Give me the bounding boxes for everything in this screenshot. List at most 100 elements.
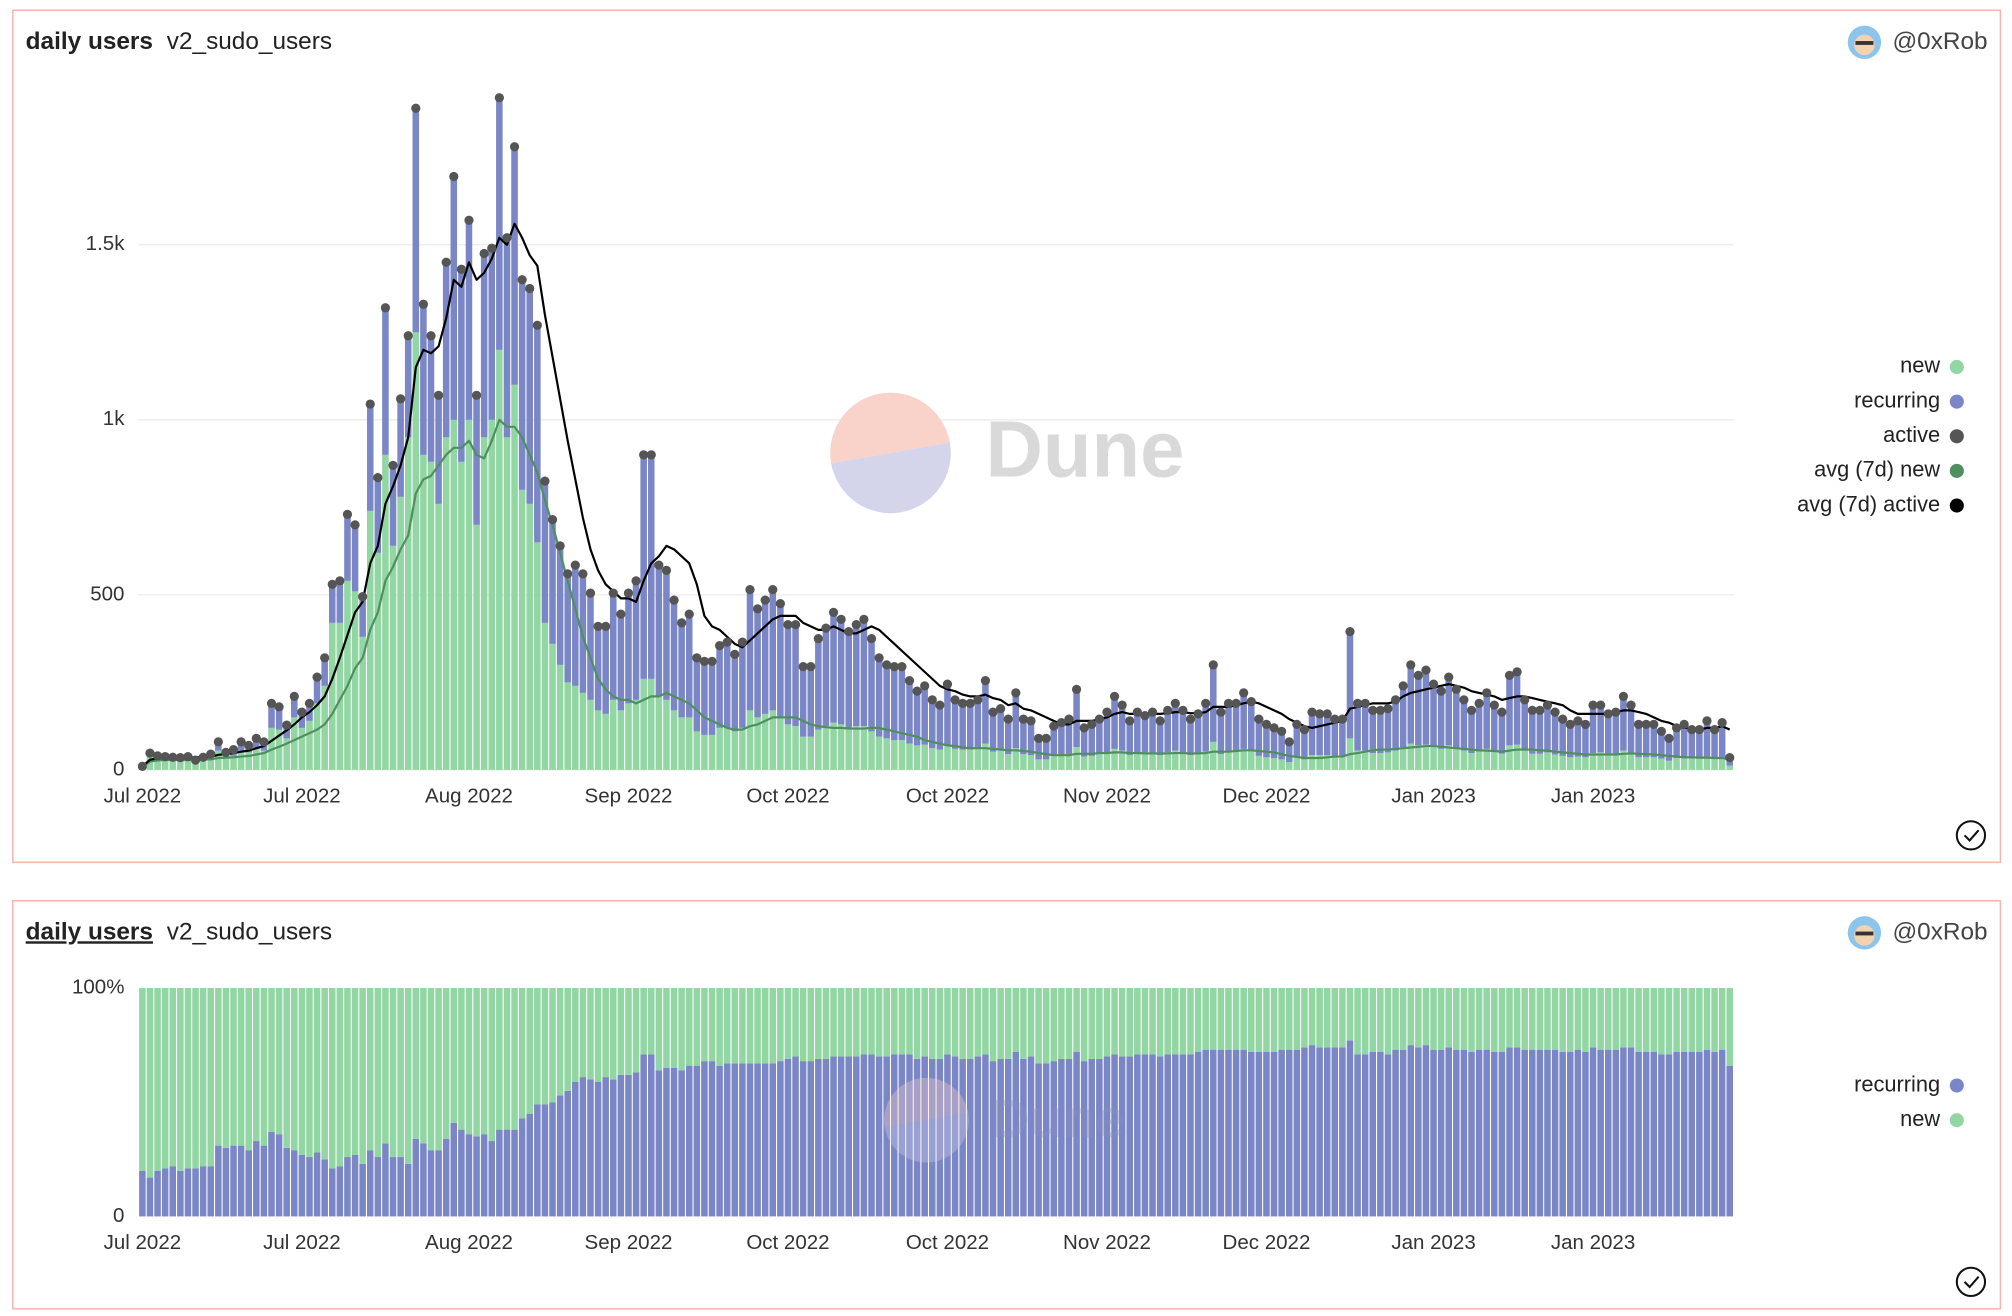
bar [1468, 1051, 1475, 1217]
legend-swatch[interactable] [1949, 359, 1964, 375]
bar [913, 745, 921, 770]
bar [1354, 703, 1361, 751]
bar [663, 699, 670, 770]
bar [344, 580, 351, 770]
bar [1126, 988, 1134, 1057]
bar [1430, 1049, 1437, 1217]
bar [503, 988, 511, 1130]
legend-swatch[interactable] [1949, 1113, 1964, 1128]
bar [1308, 755, 1316, 770]
dot [988, 707, 998, 717]
bar [184, 759, 192, 770]
bar [1399, 1049, 1407, 1217]
bar [412, 108, 420, 333]
legend-swatch[interactable] [1949, 1078, 1964, 1093]
bar [1688, 729, 1696, 759]
bar [1566, 1051, 1574, 1217]
bar [875, 657, 883, 737]
bar [1642, 988, 1650, 1052]
dot [1580, 719, 1591, 730]
dot [1383, 704, 1393, 714]
bar [1650, 724, 1658, 758]
bar [602, 626, 609, 714]
bar [1529, 753, 1536, 770]
bar [556, 1095, 564, 1217]
legend-swatch[interactable] [1949, 429, 1964, 444]
bar [154, 988, 161, 1171]
bar [602, 1077, 609, 1217]
bar [1460, 1049, 1468, 1217]
legend-label[interactable]: new [1900, 1106, 1940, 1131]
legend-label[interactable]: active [1883, 422, 1940, 447]
dot [1451, 684, 1461, 694]
bar [442, 988, 450, 1139]
legend-label[interactable]: recurring [1854, 387, 1940, 412]
chart-title[interactable]: daily users [26, 918, 153, 945]
bar [1301, 1047, 1308, 1217]
dot [661, 565, 672, 575]
legend-swatch[interactable] [1949, 498, 1964, 513]
bar [1240, 748, 1247, 770]
legend-label[interactable]: new [1900, 353, 1940, 378]
bar [891, 740, 898, 770]
bar [1703, 988, 1711, 1050]
bar [1103, 712, 1111, 753]
bar [1301, 729, 1308, 760]
bar [1506, 675, 1513, 746]
bar [921, 988, 928, 1057]
bar [1392, 988, 1399, 1050]
legend-swatch[interactable] [1949, 463, 1964, 478]
bar [1430, 747, 1437, 770]
bar [488, 1141, 496, 1217]
legend-label[interactable]: avg (7d) active [1797, 491, 1940, 516]
bar [503, 237, 511, 438]
bar [1042, 988, 1050, 1064]
check-icon[interactable] [1955, 1266, 1987, 1298]
legend-swatch[interactable] [1949, 394, 1964, 409]
dot [1185, 714, 1196, 724]
bar [260, 1145, 268, 1217]
dot [1421, 665, 1431, 675]
bar [1263, 988, 1270, 1052]
bar [1460, 750, 1468, 770]
bar [685, 717, 693, 770]
bar [503, 437, 511, 770]
legend-label[interactable]: avg (7d) new [1814, 457, 1940, 482]
bar [1285, 988, 1293, 1050]
bar [1399, 747, 1407, 770]
dot [1459, 695, 1469, 705]
dot [1246, 697, 1256, 707]
bar [1202, 988, 1209, 1050]
bar [1589, 1047, 1597, 1217]
bar [253, 1141, 260, 1217]
bar [1627, 753, 1635, 770]
bar [177, 760, 184, 770]
bar [1582, 724, 1589, 758]
chart-subtitle: v2_sudo_users [167, 918, 332, 945]
check-icon[interactable] [1955, 820, 1987, 851]
bar [404, 437, 412, 770]
bar [739, 727, 746, 770]
bar [1415, 675, 1422, 746]
bar [723, 642, 731, 728]
bar [1726, 988, 1734, 1066]
bar [693, 657, 701, 732]
bar [351, 1154, 359, 1217]
legend-label[interactable]: recurring [1854, 1071, 1940, 1096]
bar [1445, 677, 1452, 746]
bar [366, 988, 374, 1151]
bar [1718, 722, 1726, 758]
dot [1596, 700, 1606, 710]
bar [1658, 758, 1665, 770]
bar [321, 988, 328, 1160]
bar [351, 591, 359, 770]
bar [1574, 988, 1582, 1050]
bar [830, 612, 837, 723]
bar [473, 1136, 480, 1217]
bar [1323, 713, 1331, 756]
bar [291, 696, 298, 718]
bar [1316, 988, 1323, 1048]
bar [298, 1154, 306, 1217]
bar [1597, 705, 1604, 753]
x-tick-label: Jan 2023 [1551, 1231, 1635, 1254]
